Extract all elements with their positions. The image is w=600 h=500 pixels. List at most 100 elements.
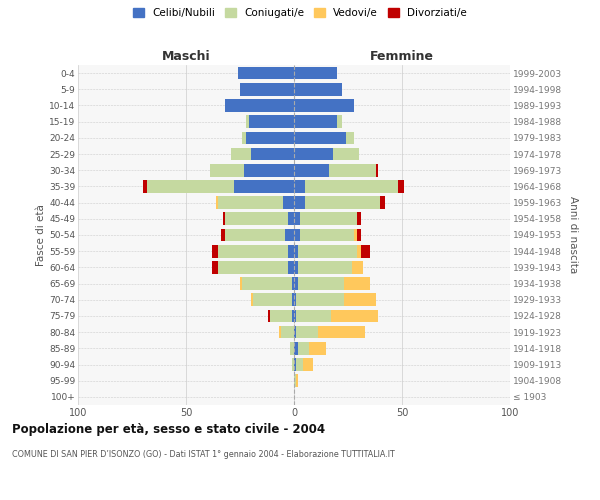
- Bar: [333, 148, 359, 160]
- Bar: [318, 326, 365, 338]
- Bar: [218, 261, 287, 274]
- Bar: [212, 245, 218, 258]
- Y-axis label: Anni di nascita: Anni di nascita: [568, 196, 578, 274]
- Bar: [329, 164, 376, 176]
- Bar: [294, 278, 298, 290]
- Bar: [247, 116, 248, 128]
- Bar: [294, 164, 329, 176]
- Bar: [296, 358, 302, 371]
- Bar: [361, 245, 370, 258]
- Bar: [298, 261, 352, 274]
- Bar: [244, 164, 294, 176]
- Bar: [294, 83, 341, 96]
- Bar: [294, 294, 296, 306]
- Bar: [292, 294, 294, 306]
- Bar: [294, 342, 298, 354]
- Bar: [294, 180, 305, 192]
- Bar: [221, 228, 225, 241]
- Bar: [344, 278, 370, 290]
- Bar: [296, 326, 318, 338]
- Bar: [298, 245, 356, 258]
- Bar: [223, 212, 225, 225]
- Bar: [294, 196, 305, 209]
- Bar: [240, 83, 294, 96]
- Text: Popolazione per età, sesso e stato civile - 2004: Popolazione per età, sesso e stato civil…: [12, 422, 325, 436]
- Bar: [294, 228, 301, 241]
- Bar: [294, 326, 296, 338]
- Bar: [232, 148, 251, 160]
- Bar: [218, 245, 287, 258]
- Bar: [376, 164, 378, 176]
- Bar: [292, 358, 294, 371]
- Bar: [242, 132, 247, 144]
- Bar: [218, 196, 283, 209]
- Bar: [296, 374, 298, 387]
- Bar: [356, 228, 361, 241]
- Bar: [301, 228, 355, 241]
- Bar: [210, 164, 244, 176]
- Bar: [294, 212, 301, 225]
- Bar: [294, 148, 333, 160]
- Bar: [225, 99, 294, 112]
- Bar: [301, 212, 356, 225]
- Bar: [143, 180, 147, 192]
- Bar: [225, 212, 287, 225]
- Bar: [356, 212, 361, 225]
- Bar: [287, 245, 294, 258]
- Bar: [294, 245, 298, 258]
- Bar: [298, 278, 344, 290]
- Bar: [212, 261, 218, 274]
- Bar: [296, 294, 344, 306]
- Bar: [294, 67, 337, 80]
- Bar: [287, 212, 294, 225]
- Bar: [268, 310, 270, 322]
- Bar: [242, 278, 292, 290]
- Bar: [398, 180, 404, 192]
- Bar: [253, 294, 292, 306]
- Bar: [305, 196, 380, 209]
- Bar: [352, 261, 363, 274]
- Bar: [281, 326, 294, 338]
- Bar: [279, 326, 281, 338]
- Bar: [251, 148, 294, 160]
- Bar: [247, 132, 294, 144]
- Text: Maschi: Maschi: [161, 50, 211, 64]
- Bar: [287, 261, 294, 274]
- Bar: [240, 278, 242, 290]
- Bar: [290, 342, 294, 354]
- Text: Femmine: Femmine: [370, 50, 434, 64]
- Bar: [251, 294, 253, 306]
- Bar: [344, 294, 376, 306]
- Bar: [225, 228, 286, 241]
- Bar: [296, 310, 331, 322]
- Bar: [248, 116, 294, 128]
- Bar: [355, 228, 356, 241]
- Bar: [309, 342, 326, 354]
- Bar: [346, 132, 355, 144]
- Bar: [302, 358, 313, 371]
- Bar: [294, 374, 296, 387]
- Bar: [294, 358, 296, 371]
- Bar: [233, 180, 294, 192]
- Bar: [294, 99, 355, 112]
- Bar: [270, 310, 292, 322]
- Bar: [238, 67, 294, 80]
- Bar: [305, 180, 398, 192]
- Bar: [337, 116, 341, 128]
- Bar: [294, 132, 346, 144]
- Bar: [294, 310, 296, 322]
- Bar: [294, 261, 298, 274]
- Bar: [292, 310, 294, 322]
- Text: COMUNE DI SAN PIER D’ISONZO (GO) - Dati ISTAT 1° gennaio 2004 - Elaborazione TUT: COMUNE DI SAN PIER D’ISONZO (GO) - Dati …: [12, 450, 395, 459]
- Bar: [331, 310, 378, 322]
- Bar: [283, 196, 294, 209]
- Y-axis label: Fasce di età: Fasce di età: [36, 204, 46, 266]
- Bar: [147, 180, 233, 192]
- Bar: [286, 228, 294, 241]
- Bar: [216, 196, 218, 209]
- Bar: [356, 245, 361, 258]
- Bar: [380, 196, 385, 209]
- Bar: [294, 116, 337, 128]
- Legend: Celibi/Nubili, Coniugati/e, Vedovi/e, Divorziati/e: Celibi/Nubili, Coniugati/e, Vedovi/e, Di…: [130, 5, 470, 21]
- Bar: [298, 342, 309, 354]
